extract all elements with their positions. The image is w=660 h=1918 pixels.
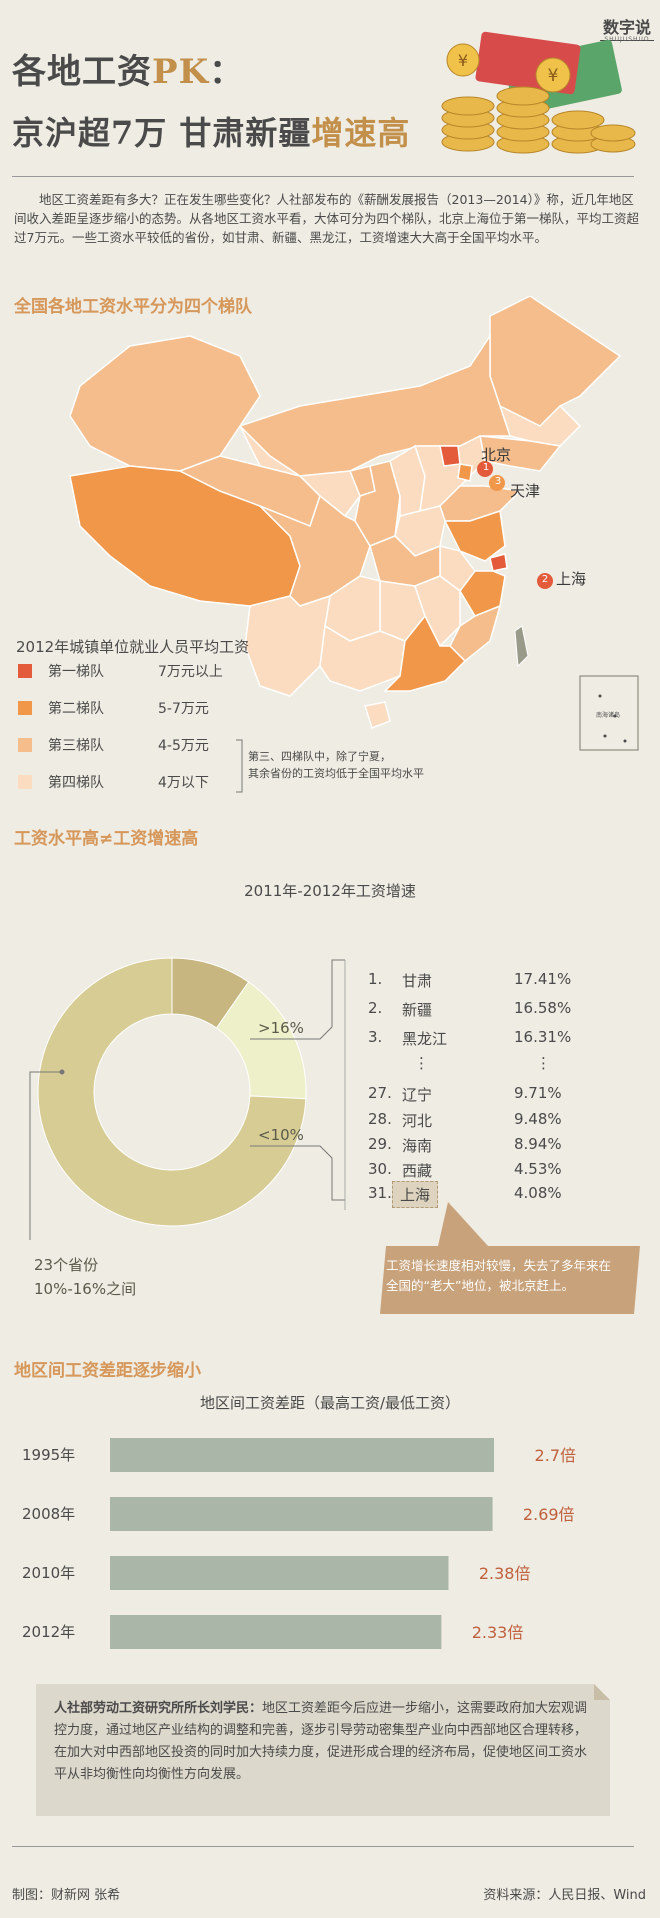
legend-item: 第四梯队 4万以下 — [18, 771, 209, 793]
bar — [110, 1615, 442, 1649]
donut-label-mid: 23个省份 — [34, 1256, 99, 1274]
svg-text:¥: ¥ — [458, 51, 468, 70]
map-marker-number: 3 — [494, 476, 502, 487]
shanghai-callout-text: 工资增长速度相对较慢，失去了多年来在 全国的“老大”地位，被北京赶上。 — [386, 1258, 612, 1293]
legend-label: 第一梯队 — [48, 664, 104, 680]
brand-subtitle: SHUJUSHUO — [604, 36, 650, 43]
province-beijing — [439, 445, 461, 467]
legend-swatch — [18, 775, 32, 789]
bar-chart-title: 地区间工资差距（最高工资/最低工资） — [199, 1394, 461, 1412]
intro-paragraph: 地区工资差距有多大？正在发生哪些变化？人社部发布的《薪酬发展报告（2013—20… — [14, 192, 640, 245]
legend-item: 第二梯队 5-7万元 — [18, 697, 209, 719]
yuan-coin-icon — [535, 57, 571, 93]
expert-quote-box: 人社部劳动工资研究所所长刘学民：地区工资差距今后应进一步缩小，这需要政府加大宏观… — [36, 1684, 610, 1816]
province-tianjin — [457, 463, 473, 482]
legend-item: 第一梯队 7万元以上 — [18, 660, 223, 682]
footer-credit: 制图：财新网 张希 — [12, 1888, 121, 1903]
bar-value-label: 2.38倍 — [479, 1564, 531, 1583]
legend-item: 第三梯队 4-5万元 — [18, 734, 209, 756]
province-shanghai — [489, 553, 508, 572]
coins-illustration: ¥ ¥ — [441, 31, 636, 154]
china-wage-map — [69, 296, 639, 751]
yuan-coin-icon — [446, 43, 480, 77]
marker-beijing — [477, 461, 493, 477]
map-label-tianjin: 天津 — [510, 482, 541, 500]
province-yunnan — [244, 594, 331, 697]
brand-logo: 数字说 — [600, 14, 654, 41]
donut-chart-title: 2011年-2012年工资增速 — [244, 882, 416, 900]
map-legend-title: 2012年城镇单位就业人员平均工资 — [16, 638, 250, 656]
province-xinjiang — [69, 335, 261, 472]
bar-category-label: 2010年 — [22, 1564, 75, 1582]
growth-donut-chart — [37, 957, 307, 1227]
bar — [110, 1438, 494, 1472]
province-jilin — [498, 404, 582, 447]
map-label-shanghai: 上海 — [556, 570, 587, 588]
section-heading-gap: 地区间工资差距逐步缩小 — [14, 1361, 201, 1381]
legend-label: 第三梯队 — [48, 738, 104, 754]
legend-range: 5-7万元 — [158, 701, 209, 717]
bar-category-label: 2012年 — [22, 1623, 75, 1641]
legend-bracket — [236, 739, 243, 793]
bar-category-label: 2008年 — [22, 1505, 75, 1523]
bar — [110, 1556, 449, 1590]
section-heading-growth: 工资水平高≠工资增速高 — [14, 829, 199, 849]
donut-slice — [37, 957, 307, 1227]
wage-gap-bar-chart: 1995年 2.7倍 2008年 2.69倍 2010年 2.38倍 2012年 2.33倍 — [22, 1438, 576, 1649]
legend-label: 第二梯队 — [48, 701, 104, 717]
map-label-south-sea: 南海诸岛 — [596, 712, 621, 719]
bar-value-label: 2.7倍 — [535, 1446, 576, 1465]
province-taiwan — [514, 625, 529, 668]
bar-value-label: 2.33倍 — [472, 1623, 524, 1642]
donut-connectors — [29, 959, 346, 1240]
marker-tianjin — [489, 475, 505, 491]
bar-value-label: 2.69倍 — [523, 1505, 575, 1524]
svg-text:¥: ¥ — [548, 66, 559, 86]
south-sea-inset — [579, 675, 639, 751]
bar — [110, 1497, 493, 1531]
province-heilongjiang — [489, 296, 622, 427]
legend-swatch — [18, 664, 32, 678]
donut-label-lt10: <10% — [258, 1126, 304, 1144]
divider — [12, 176, 634, 177]
legend-swatch — [18, 701, 32, 715]
shanghai-callout-bubble — [380, 1202, 640, 1314]
legend-range: 4万以下 — [158, 775, 209, 791]
quote-speaker: 人社部劳动工资研究所所长刘学民： — [54, 1701, 263, 1716]
province-gansu — [239, 425, 361, 518]
map-label-beijing: 北京 — [481, 446, 512, 464]
page-title-line1: 各地工资PK： — [12, 52, 245, 92]
legend-swatch — [18, 738, 32, 752]
footer-source: 资料来源：人民日报、Wind — [483, 1888, 646, 1903]
map-marker-number: 2 — [541, 574, 549, 585]
map-marker-number: 1 — [482, 462, 490, 473]
donut-label-gt16: >16% — [258, 1019, 304, 1037]
page-title-line2: 京沪超7万 甘肃新疆增速高 — [12, 114, 411, 152]
divider — [12, 1846, 634, 1847]
legend-label: 第四梯队 — [48, 775, 104, 791]
province-guangdong — [383, 614, 467, 692]
legend-range: 4-5万元 — [158, 738, 209, 754]
province-hainan — [364, 701, 391, 729]
marker-shanghai — [537, 573, 553, 589]
bar-category-label: 1995年 — [22, 1446, 75, 1464]
quote-text: 地区工资差距今后应进一步缩小，这需要政府加大宏观调控力度，通过地区产业结构的调整… — [54, 1701, 588, 1782]
donut-label-mid-range: 10%-16%之间 — [34, 1280, 137, 1298]
quote-corner — [594, 1684, 610, 1700]
legend-range: 7万元以上 — [158, 664, 223, 680]
section-heading-tiers: 全国各地工资水平分为四个梯队 — [14, 297, 252, 317]
tier-note: 第三、四梯队中，除了宁夏， 其余省份的工资均低于全国平均水平 — [248, 750, 424, 780]
